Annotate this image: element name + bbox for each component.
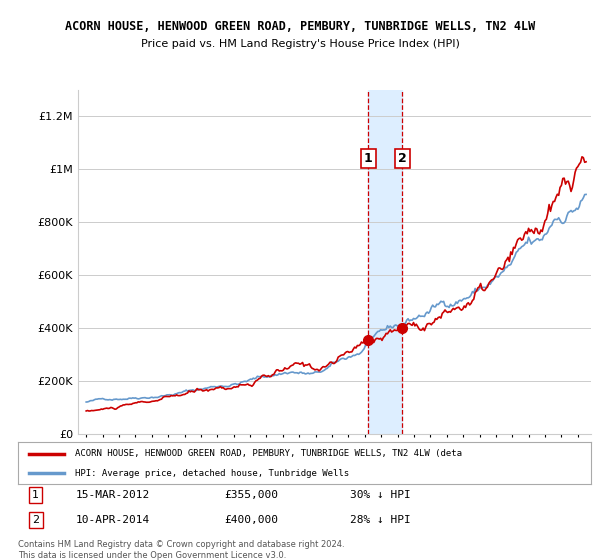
Text: 1: 1 xyxy=(32,489,40,500)
Text: ACORN HOUSE, HENWOOD GREEN ROAD, PEMBURY, TUNBRIDGE WELLS, TN2 4LW (deta: ACORN HOUSE, HENWOOD GREEN ROAD, PEMBURY… xyxy=(76,449,463,458)
Text: 2: 2 xyxy=(32,515,40,525)
Text: 10-APR-2014: 10-APR-2014 xyxy=(76,515,149,525)
Text: £355,000: £355,000 xyxy=(224,489,278,500)
Text: Price paid vs. HM Land Registry's House Price Index (HPI): Price paid vs. HM Land Registry's House … xyxy=(140,39,460,49)
Text: 15-MAR-2012: 15-MAR-2012 xyxy=(76,489,149,500)
Text: 28% ↓ HPI: 28% ↓ HPI xyxy=(350,515,411,525)
Text: HPI: Average price, detached house, Tunbridge Wells: HPI: Average price, detached house, Tunb… xyxy=(76,469,349,478)
Text: £400,000: £400,000 xyxy=(224,515,278,525)
Text: ACORN HOUSE, HENWOOD GREEN ROAD, PEMBURY, TUNBRIDGE WELLS, TN2 4LW: ACORN HOUSE, HENWOOD GREEN ROAD, PEMBURY… xyxy=(65,20,535,32)
Text: 30% ↓ HPI: 30% ↓ HPI xyxy=(350,489,411,500)
Text: 2: 2 xyxy=(398,152,407,165)
Bar xyxy=(368,90,402,434)
Text: 1: 1 xyxy=(364,152,373,165)
Text: Contains HM Land Registry data © Crown copyright and database right 2024.
This d: Contains HM Land Registry data © Crown c… xyxy=(18,540,344,560)
